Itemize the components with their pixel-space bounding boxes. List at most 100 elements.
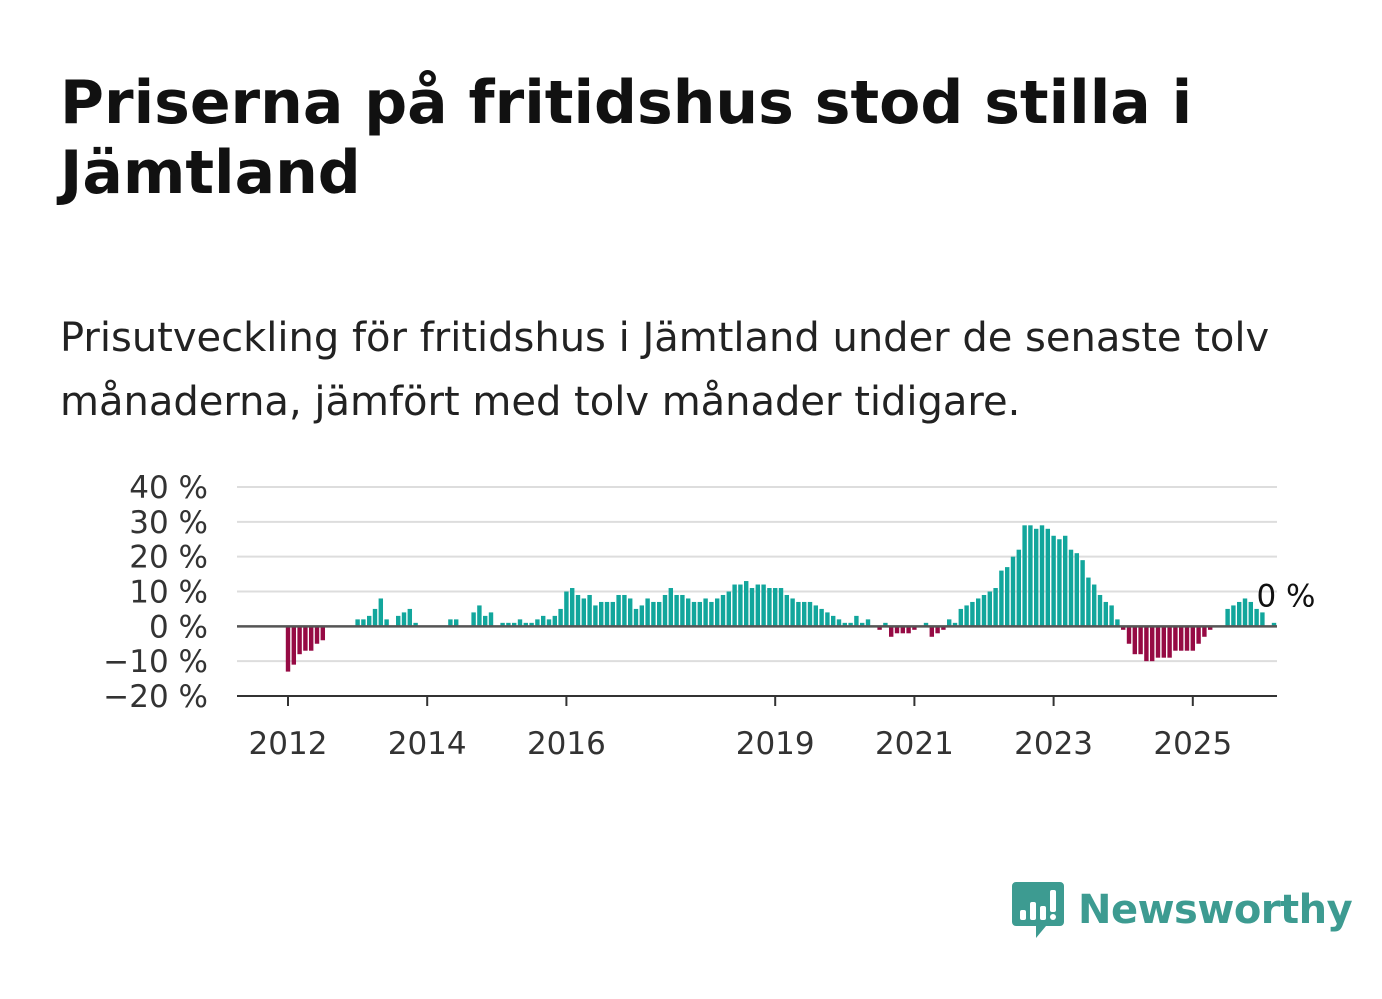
bar [749, 588, 755, 627]
bar [314, 626, 320, 644]
bar [889, 626, 894, 637]
last-value-label: 0 % [1256, 578, 1315, 614]
y-tick-label: 30 % [129, 505, 208, 541]
bar [831, 615, 836, 627]
bar [639, 605, 645, 627]
bar [1254, 608, 1259, 627]
bar [778, 588, 784, 627]
bar [970, 601, 975, 627]
bar [372, 608, 378, 627]
bar [558, 608, 563, 627]
bar [807, 601, 813, 627]
bar [976, 598, 981, 627]
bar [471, 612, 476, 627]
bar [686, 598, 691, 627]
y-tick-label: 10 % [129, 575, 208, 611]
bar [1242, 598, 1248, 627]
bar [297, 626, 302, 655]
bar [784, 594, 790, 627]
bar [291, 626, 297, 665]
bar [1103, 601, 1109, 627]
bar [633, 608, 639, 627]
bar [367, 615, 372, 627]
bar [523, 622, 529, 627]
bar [535, 619, 540, 627]
bar [906, 626, 911, 634]
bar [790, 598, 795, 627]
bar [657, 601, 662, 627]
bar [883, 622, 888, 627]
bar [1248, 601, 1254, 627]
bar [651, 601, 656, 627]
bar [941, 626, 946, 630]
bar [541, 615, 546, 627]
bar [813, 605, 819, 627]
bar [697, 601, 703, 627]
bar [819, 608, 824, 627]
bar [500, 622, 505, 627]
bar [575, 594, 581, 627]
x-tick-label: 2023 [1014, 726, 1093, 762]
bar [877, 626, 882, 630]
bar [320, 626, 326, 641]
bar [407, 608, 413, 627]
bar [1150, 626, 1155, 662]
bar [761, 584, 766, 627]
x-tick-label: 2025 [1153, 726, 1232, 762]
bar [662, 594, 668, 627]
bar [1225, 608, 1230, 627]
bar [581, 598, 587, 627]
bar [1063, 535, 1068, 627]
logo-text: Newsworthy [1078, 887, 1353, 933]
bar [854, 615, 859, 627]
bar [1051, 535, 1056, 627]
bar [1034, 528, 1039, 627]
bar [1045, 528, 1051, 627]
bar [912, 626, 917, 630]
bar [1155, 626, 1161, 658]
bar [483, 615, 488, 627]
bar [616, 594, 621, 627]
bar [587, 594, 592, 627]
bar [964, 605, 969, 627]
bar [668, 588, 674, 627]
bar [935, 626, 940, 634]
bar [738, 584, 743, 627]
bar [836, 619, 842, 627]
bar [744, 581, 749, 627]
bar [1167, 626, 1172, 658]
y-tick-label: 40 % [129, 470, 208, 506]
bar [552, 615, 558, 627]
bar [384, 619, 389, 627]
grid-lines [237, 486, 1277, 663]
bar [691, 601, 697, 627]
x-tick-label: 2012 [249, 726, 328, 762]
price-change-bar-chart: 40 %30 %20 %10 %0 %−10 %−20 % 2012 2014 20… [103, 470, 1315, 762]
bar [361, 619, 366, 627]
bar [628, 598, 633, 627]
bar [599, 601, 604, 627]
bar [610, 601, 616, 627]
bar [1190, 626, 1196, 651]
bar [454, 619, 459, 627]
bar [999, 570, 1004, 627]
bar [1138, 626, 1143, 655]
bar [732, 584, 737, 627]
bar [645, 598, 650, 627]
bar [1144, 626, 1149, 662]
bar [1179, 626, 1184, 651]
bar [604, 601, 610, 627]
bar [773, 588, 778, 627]
y-tick-label: −20 % [103, 679, 208, 715]
bar [952, 622, 958, 627]
newsworthy-logo: Newsworthy [1010, 880, 1353, 940]
bar [546, 619, 552, 627]
bar [715, 598, 720, 627]
bar [1080, 560, 1085, 627]
bar [860, 622, 865, 627]
bar [1068, 549, 1074, 627]
x-tick-label: 2019 [736, 726, 815, 762]
bar [981, 594, 987, 627]
bar [1005, 567, 1010, 627]
bar [825, 612, 830, 627]
